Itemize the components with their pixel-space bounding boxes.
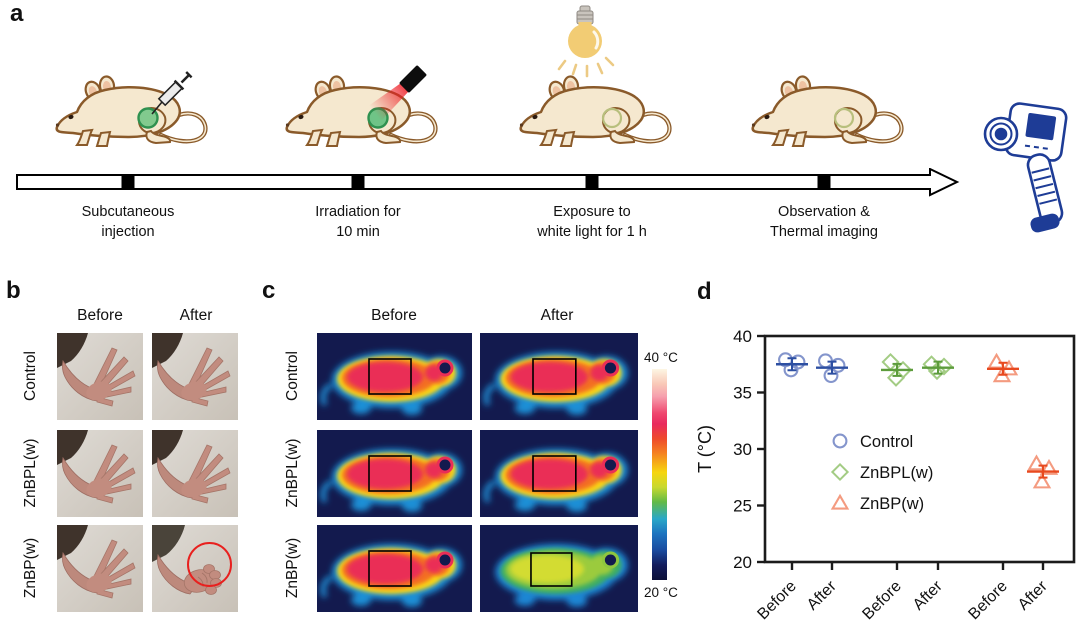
light-bulb-icon — [557, 5, 615, 78]
colorbar-max-label: 40 °C — [644, 350, 678, 365]
paw-photo-znbpl-before — [57, 430, 143, 517]
panel-c-row-label-znbp: ZnBP(w) — [284, 537, 301, 599]
lesion-highlight-circle — [187, 542, 232, 587]
panel-c-col-header-after: After — [540, 307, 574, 324]
timeline-tick-2 — [351, 175, 365, 189]
thermal-image-control-after — [480, 333, 638, 420]
thermal-camera-icon — [983, 102, 1068, 233]
timeline-tick-4 — [817, 175, 831, 189]
panel-c-label: c — [262, 277, 276, 304]
svg-text:Before: Before — [754, 578, 799, 623]
panel-b-col-header-before: Before — [77, 307, 123, 324]
thermal-image-znbpl-before — [317, 430, 472, 517]
step-caption-2: Irradiation for 10 min — [315, 204, 401, 241]
panel-c-row-label-znbpl: ZnBPL(w) — [284, 438, 301, 508]
step-caption-4: Observation & Thermal imaging — [770, 204, 878, 241]
svg-text:T (°C): T (°C) — [695, 425, 715, 473]
panel-d-label: d — [697, 278, 712, 305]
mouse-icon-step2 — [283, 65, 443, 150]
step-caption-1: Subcutaneous injection — [81, 204, 175, 241]
temperature-colorbar — [652, 369, 667, 580]
mouse-icon-step4 — [749, 45, 909, 150]
svg-text:Before: Before — [859, 578, 904, 623]
light-rays — [557, 56, 615, 78]
timeline-tick-1 — [121, 175, 135, 189]
timeline-arrow — [16, 168, 960, 197]
panel-c-col-header-before: Before — [371, 307, 417, 324]
panel-b-col-header-after: After — [179, 307, 213, 324]
laser-pointer-icon — [367, 65, 427, 121]
panel-a-label: a — [10, 0, 24, 27]
svg-text:ZnBP(w): ZnBP(w) — [860, 495, 924, 513]
injection-spot-faded — [601, 107, 623, 129]
svg-text:After: After — [1015, 577, 1051, 613]
syringe-icon — [151, 71, 193, 115]
paw-photo-control-after — [152, 333, 238, 420]
colorbar-min-label: 20 °C — [644, 585, 678, 600]
svg-text:40: 40 — [733, 327, 752, 346]
svg-text:35: 35 — [733, 384, 752, 403]
svg-text:ZnBPL(w): ZnBPL(w) — [860, 464, 933, 482]
mouse-icon-step3 — [517, 45, 677, 150]
panel-b-row-label-znbp: ZnBP(w) — [22, 537, 39, 599]
thermal-image-znbp-before — [317, 525, 472, 612]
svg-text:25: 25 — [733, 497, 752, 516]
mouse-icon-step1 — [53, 71, 213, 150]
svg-text:After: After — [804, 577, 840, 613]
panel-b-row-label-znbpl: ZnBPL(w) — [22, 438, 39, 508]
timeline-tick-3 — [585, 175, 599, 189]
thermal-image-control-before — [317, 333, 472, 420]
svg-text:Control: Control — [860, 433, 913, 451]
thermal-image-znbpl-after — [480, 430, 638, 517]
paw-photo-znbp-before — [57, 525, 143, 612]
svg-text:20: 20 — [733, 553, 752, 572]
svg-text:30: 30 — [733, 440, 752, 459]
panel-c-row-label-control: Control — [284, 351, 301, 401]
paw-photo-znbpl-after — [152, 430, 238, 517]
panel-b-row-label-control: Control — [22, 351, 39, 401]
step-caption-3: Exposure to white light for 1 h — [537, 204, 647, 241]
paw-photo-control-before — [57, 333, 143, 420]
injection-spot-faded — [833, 107, 855, 129]
svg-text:After: After — [910, 577, 946, 613]
svg-text:Before: Before — [965, 578, 1010, 623]
thermal-image-znbp-after — [480, 525, 638, 612]
panel-b-label: b — [6, 277, 21, 304]
